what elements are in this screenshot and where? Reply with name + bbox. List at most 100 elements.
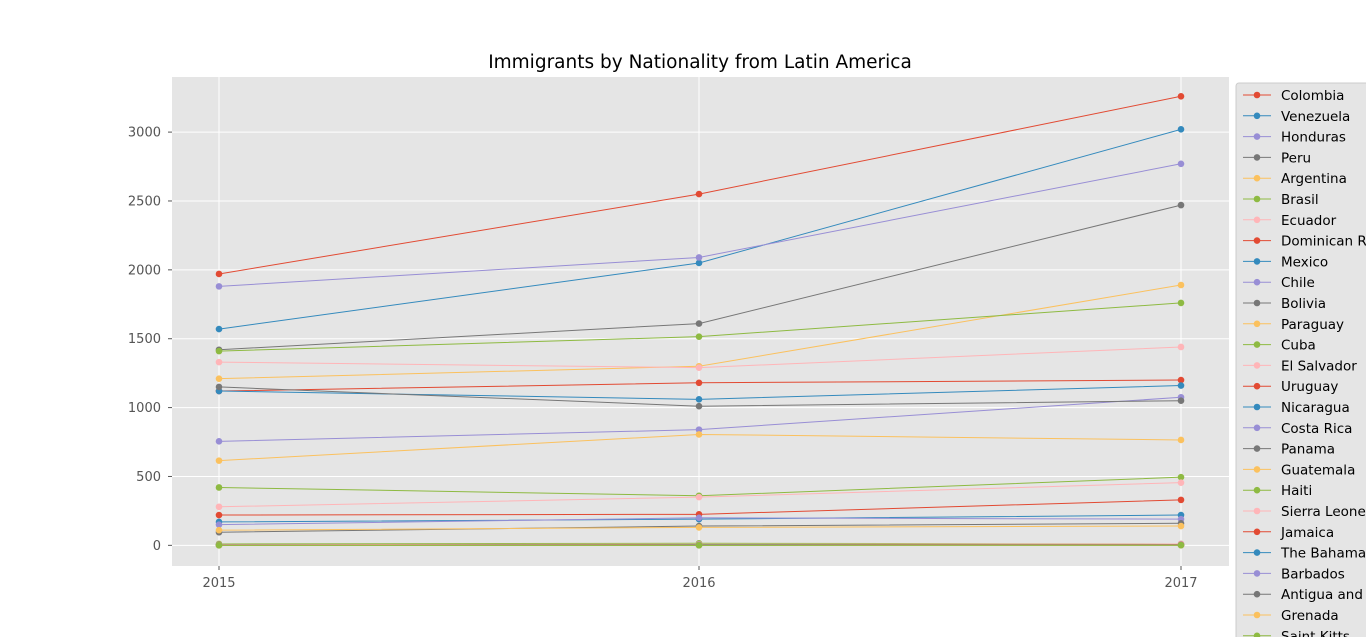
- data-point: [216, 457, 223, 464]
- data-point: [216, 438, 223, 445]
- legend-label: Chile: [1281, 275, 1315, 291]
- data-point: [696, 254, 703, 261]
- legend-label: Brasil: [1281, 192, 1319, 208]
- legend-marker: [1254, 258, 1261, 265]
- x-tick-label: 2016: [682, 576, 715, 591]
- legend-label: The Bahamas: [1280, 546, 1366, 562]
- legend-label: Costa Rica: [1281, 421, 1352, 437]
- legend-marker: [1254, 445, 1261, 452]
- legend-label: Argentina: [1281, 171, 1347, 187]
- legend-marker: [1254, 529, 1261, 536]
- legend: Colombia Venezuela Honduras Peru Argentina Br…: [1236, 83, 1366, 637]
- data-point: [216, 503, 223, 510]
- legend-marker: [1254, 570, 1261, 577]
- y-tick-label: 3000: [128, 126, 161, 141]
- legend-marker: [1254, 154, 1261, 161]
- legend-marker: [1254, 425, 1261, 432]
- data-point: [216, 527, 223, 534]
- data-point: [1178, 397, 1185, 404]
- legend-label: Uruguay: [1281, 379, 1338, 395]
- legend-marker: [1254, 321, 1261, 328]
- legend-label: Antigua and: [1281, 587, 1363, 603]
- legend-label: Peru: [1281, 150, 1311, 166]
- legend-label: Honduras: [1281, 130, 1346, 146]
- legend-label: Ecuador: [1281, 213, 1337, 229]
- data-point: [696, 514, 703, 521]
- data-point: [216, 348, 223, 355]
- data-point: [696, 379, 703, 386]
- legend-marker: [1254, 196, 1261, 203]
- legend-marker: [1254, 466, 1261, 473]
- legend-marker: [1254, 92, 1261, 99]
- data-point: [696, 431, 703, 438]
- data-point: [216, 484, 223, 491]
- data-point: [1178, 202, 1185, 209]
- legend-label: Sierra Leone: [1281, 504, 1366, 520]
- data-point: [216, 512, 223, 519]
- data-point: [1178, 282, 1185, 289]
- data-point: [1178, 93, 1185, 100]
- data-point: [216, 359, 223, 366]
- data-point: [1178, 160, 1185, 167]
- legend-label: El Salvador: [1281, 358, 1357, 374]
- data-point: [216, 384, 223, 391]
- legend-label: Guatemala: [1281, 462, 1355, 478]
- legend-marker: [1254, 487, 1261, 494]
- legend-label: Bolivia: [1281, 296, 1326, 312]
- legend-label: Jamaica: [1280, 525, 1334, 541]
- x-tick-label: 2017: [1164, 576, 1197, 591]
- y-tick-label: 0: [153, 539, 161, 554]
- y-tick-label: 2500: [128, 194, 161, 209]
- legend-marker: [1254, 341, 1261, 348]
- legend-marker: [1254, 508, 1261, 515]
- data-point: [1178, 344, 1185, 351]
- legend-marker: [1254, 175, 1261, 182]
- data-point: [1178, 300, 1185, 307]
- data-point: [1178, 497, 1185, 504]
- legend-label: Colombia: [1281, 88, 1344, 104]
- data-point: [696, 320, 703, 327]
- legend-marker: [1254, 549, 1261, 556]
- data-point: [696, 494, 703, 501]
- data-point: [216, 283, 223, 290]
- data-point: [696, 403, 703, 410]
- data-point: [696, 333, 703, 340]
- data-point: [696, 364, 703, 371]
- legend-label: Saint Kitts: [1281, 629, 1350, 637]
- data-point: [216, 542, 223, 549]
- legend-label: Barbados: [1281, 566, 1345, 582]
- legend-marker: [1254, 612, 1261, 619]
- y-tick-label: 1000: [128, 401, 161, 416]
- data-point: [696, 396, 703, 403]
- legend-label: Grenada: [1281, 608, 1339, 624]
- legend-label: Panama: [1281, 442, 1335, 458]
- legend-label: Mexico: [1281, 254, 1328, 270]
- legend-marker: [1254, 237, 1261, 244]
- y-tick-label: 1500: [128, 332, 161, 347]
- legend-label: Nicaragua: [1281, 400, 1350, 416]
- legend-marker: [1254, 300, 1261, 307]
- legend-label: Venezuela: [1281, 109, 1350, 125]
- legend-label: Cuba: [1281, 338, 1316, 354]
- data-point: [1178, 542, 1185, 549]
- data-point: [1178, 479, 1185, 486]
- legend-label: Paraguay: [1281, 317, 1344, 333]
- data-point: [1178, 126, 1185, 133]
- data-point: [216, 326, 223, 333]
- data-point: [216, 271, 223, 278]
- legend-marker: [1254, 591, 1261, 598]
- legend-label: Dominican R: [1281, 234, 1366, 250]
- legend-marker: [1254, 279, 1261, 286]
- data-point: [216, 375, 223, 382]
- chart-title: Immigrants by Nationality from Latin Ame…: [488, 52, 912, 73]
- legend-marker: [1254, 133, 1261, 140]
- data-point: [696, 524, 703, 531]
- x-tick-label: 2015: [202, 576, 235, 591]
- y-tick-label: 500: [136, 470, 161, 485]
- data-point: [1178, 382, 1185, 389]
- data-point: [696, 542, 703, 549]
- legend-marker: [1254, 217, 1261, 224]
- legend-marker: [1254, 362, 1261, 369]
